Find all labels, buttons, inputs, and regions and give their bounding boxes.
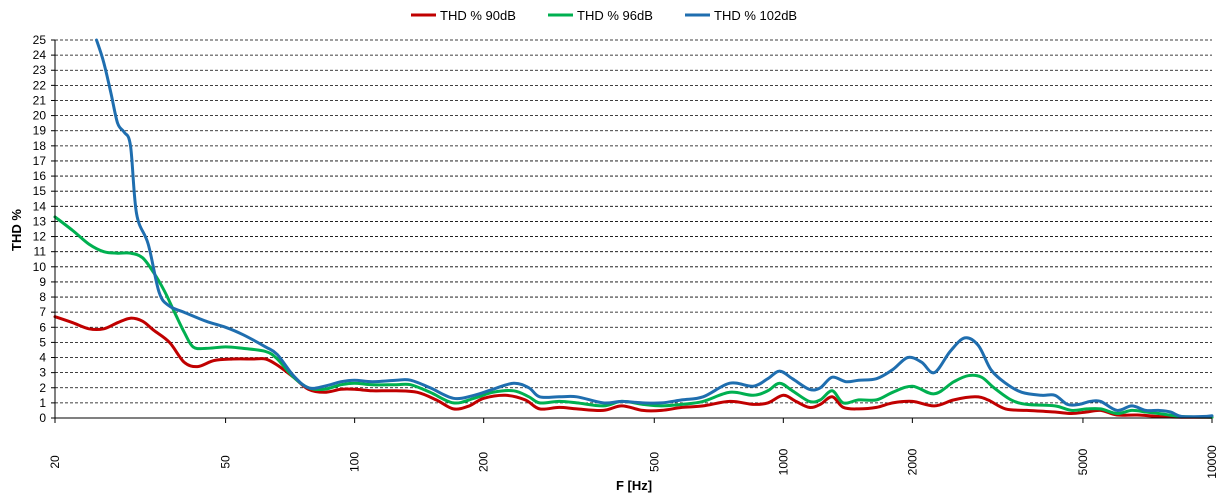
y-tick-label: 5	[39, 335, 46, 349]
series-lines	[53, 38, 1214, 419]
y-tick-label: 13	[33, 214, 47, 228]
y-tick-label: 24	[33, 48, 47, 62]
y-tick-label: 17	[33, 154, 47, 168]
legend-label: THD % 102dB	[714, 8, 797, 23]
x-axis-label: F [Hz]	[616, 478, 652, 493]
y-tick-label: 22	[33, 78, 47, 92]
y-tick-label: 19	[33, 124, 47, 138]
y-tick-label: 10	[33, 260, 47, 274]
y-tick-label: 12	[33, 230, 47, 244]
y-tick-label: 11	[34, 245, 47, 259]
y-tick-label: 14	[33, 199, 47, 213]
y-tick-label: 9	[39, 275, 46, 289]
x-tick-label: 20	[48, 455, 62, 469]
legend-label: THD % 90dB	[440, 8, 516, 23]
series-line-3	[95, 38, 1214, 419]
x-tick-label: 10000	[1205, 445, 1219, 479]
y-tick-label: 7	[39, 305, 46, 319]
y-tick-label: 0	[39, 411, 46, 425]
x-tick-label: 200	[477, 452, 491, 472]
y-tick-label: 2	[39, 381, 46, 395]
x-tick-label: 500	[647, 452, 661, 472]
y-tick-label: 6	[39, 320, 46, 334]
axes	[54, 40, 1212, 419]
x-tick-label: 50	[219, 455, 233, 469]
y-tick-label: 3	[39, 366, 46, 380]
y-tick-label: 23	[33, 63, 47, 77]
y-axis-label: THD %	[9, 209, 24, 251]
series-line-1	[53, 315, 1214, 419]
y-tick-label: 15	[33, 184, 47, 198]
y-tick-label: 4	[39, 351, 46, 365]
y-tick-label: 25	[33, 33, 47, 47]
x-tick-label: 2000	[905, 448, 919, 475]
legend-label: THD % 96dB	[577, 8, 653, 23]
y-tick-label: 1	[39, 396, 46, 410]
series-line-2	[53, 215, 1214, 419]
legend: THD % 90dB THD % 96dB THD % 102dB	[411, 8, 797, 23]
x-tick-label: 1000	[776, 448, 790, 475]
y-tick-label: 16	[33, 169, 47, 183]
x-tick-label: 5000	[1076, 448, 1090, 475]
x-tick-label: 100	[348, 452, 362, 472]
y-axis-ticks: 0123456789101112131415161718192021222324…	[33, 33, 55, 425]
y-tick-label: 20	[33, 109, 47, 123]
y-tick-label: 18	[33, 139, 47, 153]
y-tick-label: 8	[39, 290, 46, 304]
x-axis-ticks: 20 50 100 200 500 1000 2000 5000 10000	[48, 418, 1219, 479]
y-tick-label: 21	[33, 93, 47, 107]
